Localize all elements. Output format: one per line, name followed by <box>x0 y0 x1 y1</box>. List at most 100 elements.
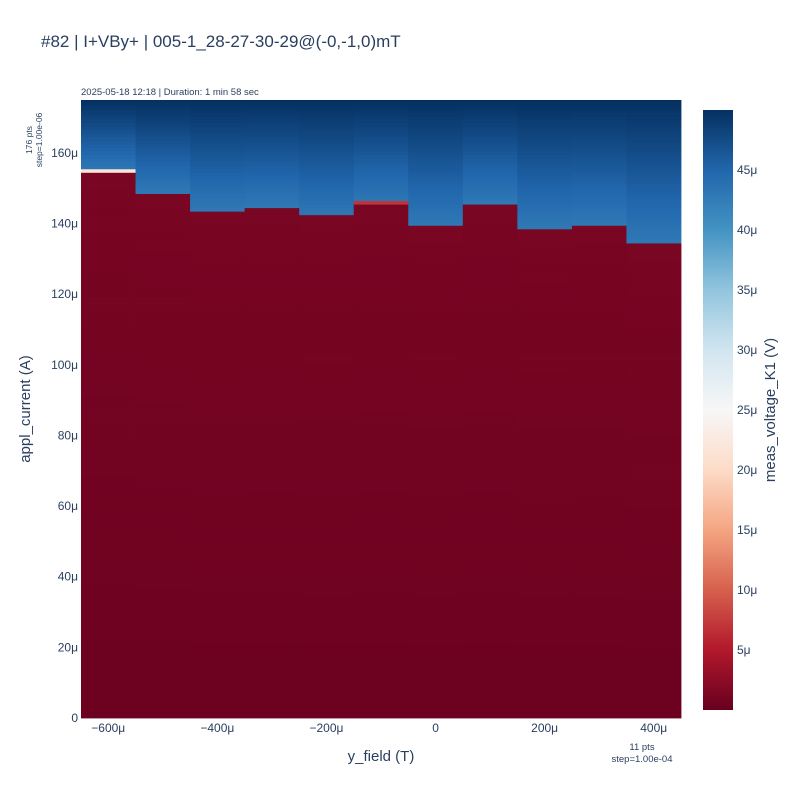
heatmap-cell <box>571 550 627 555</box>
heatmap-cell <box>571 108 627 113</box>
heatmap-cell <box>81 423 136 428</box>
colorbar-tick-label: 35μ <box>737 283 757 297</box>
heatmap-cell <box>135 617 191 622</box>
heatmap-cell <box>408 596 464 601</box>
heatmap-cell <box>190 585 246 590</box>
heatmap-cell <box>408 557 464 562</box>
heatmap-cell <box>408 105 464 110</box>
heatmap-cell <box>571 571 627 576</box>
heatmap-cell <box>190 705 246 710</box>
heatmap-cell <box>299 419 355 424</box>
heatmap-cell <box>135 108 191 113</box>
heatmap-cell <box>408 680 464 685</box>
heatmap-cell <box>299 493 355 498</box>
heatmap-cell <box>408 550 464 555</box>
heatmap-cell <box>299 345 355 350</box>
heatmap-cell <box>517 677 573 682</box>
heatmap-cell <box>81 567 136 572</box>
heatmap-cell <box>190 246 246 251</box>
heatmap-cell <box>244 574 300 579</box>
heatmap-cell <box>517 514 573 519</box>
heatmap-cell <box>81 140 136 145</box>
heatmap-cell <box>190 253 246 258</box>
heatmap-cell <box>190 497 246 502</box>
heatmap-cell <box>190 239 246 244</box>
heatmap-cell <box>299 412 355 417</box>
heatmap-cell <box>626 356 682 360</box>
heatmap-cell <box>299 567 355 572</box>
heatmap-cell <box>571 310 627 315</box>
heatmap-cell <box>626 377 682 382</box>
heatmap-cell <box>571 313 627 318</box>
heatmap-cell <box>353 405 409 410</box>
heatmap-cell <box>81 627 136 632</box>
heatmap-cell <box>190 610 246 615</box>
heatmap-cell <box>571 405 627 410</box>
heatmap-cell <box>517 373 573 378</box>
heatmap-cell <box>353 250 409 255</box>
heatmap-cell <box>135 384 191 389</box>
heatmap-cell <box>408 380 464 385</box>
heatmap-cell <box>299 687 355 692</box>
heatmap-cell <box>81 182 136 187</box>
heatmap-cell <box>353 119 409 124</box>
heatmap-cell <box>135 348 191 353</box>
heatmap-cell <box>299 610 355 615</box>
heatmap-cell <box>244 504 300 509</box>
heatmap-cell <box>135 306 191 311</box>
heatmap-cell <box>408 158 464 163</box>
heatmap-cell <box>190 278 246 283</box>
heatmap-cell <box>81 317 136 322</box>
heatmap-cell <box>190 250 246 255</box>
heatmap-cell <box>299 631 355 636</box>
heatmap-cell <box>571 712 627 717</box>
heatmap-cell <box>299 320 355 325</box>
heatmap-cell <box>81 101 136 106</box>
heatmap-cell <box>299 285 355 290</box>
heatmap-cell <box>462 250 518 255</box>
heatmap-cell <box>135 281 191 286</box>
heatmap-cell <box>299 274 355 279</box>
heatmap-cell <box>626 543 682 548</box>
heatmap-cell <box>626 645 682 650</box>
heatmap-cell <box>626 313 682 318</box>
heatmap-cell <box>517 108 573 113</box>
heatmap-cell <box>571 659 627 664</box>
heatmap-cell <box>571 705 627 710</box>
heatmap-cell <box>626 239 682 244</box>
heatmap-cell <box>626 522 682 526</box>
heatmap-cell <box>244 638 300 643</box>
heatmap-cell <box>244 313 300 318</box>
heatmap-cell <box>244 387 300 392</box>
heatmap-cell <box>517 652 573 657</box>
heatmap-cell <box>517 673 573 678</box>
heatmap-cell <box>408 532 464 537</box>
heatmap-cell <box>462 469 518 473</box>
heatmap-cell <box>571 267 627 272</box>
heatmap-cell <box>626 504 682 509</box>
heatmap-cell <box>353 613 409 618</box>
heatmap-cell <box>299 490 355 495</box>
heatmap-cell <box>135 363 191 368</box>
heatmap-cell <box>244 168 300 173</box>
heatmap-cell <box>81 327 136 332</box>
heatmap-cell <box>571 211 627 216</box>
heatmap-cell <box>571 278 627 283</box>
heatmap-cell <box>626 168 682 173</box>
heatmap-cell <box>190 716 246 719</box>
heatmap-cell <box>190 147 246 152</box>
heatmap-cell <box>408 709 464 714</box>
heatmap-cell <box>190 341 246 346</box>
heatmap-cell <box>81 218 136 223</box>
heatmap-cell <box>626 133 682 138</box>
heatmap-cell <box>626 250 682 255</box>
heatmap-cell <box>517 649 573 654</box>
colorbar-tick-label: 15μ <box>737 523 757 537</box>
heatmap-cell <box>462 606 518 611</box>
heatmap-cell <box>517 225 573 230</box>
heatmap-cell <box>517 253 573 258</box>
heatmap-cell <box>190 373 246 378</box>
heatmap-cell <box>408 684 464 689</box>
heatmap-cell <box>462 550 518 555</box>
